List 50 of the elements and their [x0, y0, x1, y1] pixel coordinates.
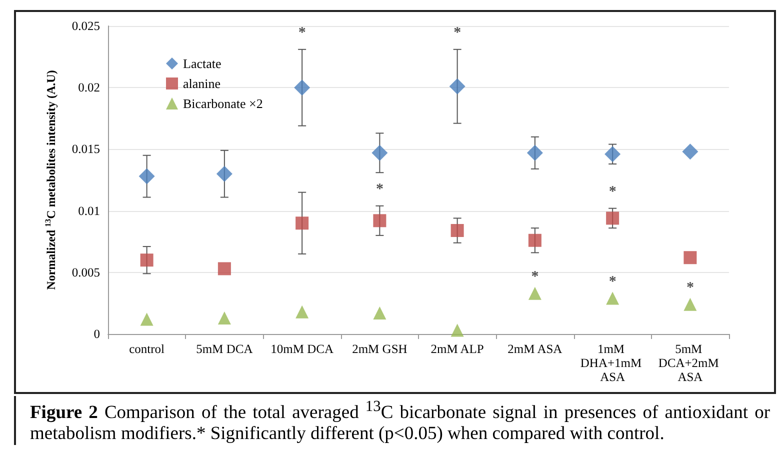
y-tick-label: 0.01: [78, 204, 100, 218]
point: [604, 146, 621, 162]
annotation: *: [376, 181, 384, 198]
point: [294, 80, 310, 96]
y-tick-label: 0.025: [72, 19, 100, 33]
x-tick-label: control: [129, 342, 166, 356]
point: [528, 234, 542, 247]
x-tick-label: 5mM DCA: [196, 342, 253, 356]
x-tick-label: 2mM ASA: [508, 342, 562, 356]
point: [218, 311, 231, 324]
point: [216, 166, 232, 182]
point: [449, 78, 466, 94]
point: [373, 306, 386, 320]
text: Figure 2 Comparison of the total averaged $^{13}$C bicarbonate signal in presences of antioxidant or metabolism modifiers.* Significantly different (p<0.05) when compared with control.: [14, 396, 776, 446]
point: [140, 312, 154, 326]
annotation: *: [608, 274, 616, 290]
point: [450, 224, 464, 238]
x-tick-label: 1mM DHA+1mM ASA: [580, 342, 645, 384]
x-tick-label: 2mM GSH: [352, 342, 408, 356]
y-tick-label: 0.015: [72, 142, 100, 156]
annotation: *: [531, 268, 539, 285]
legend-label: Bicarbonate ×2: [183, 96, 263, 111]
annotation: *: [686, 280, 694, 296]
annotation: *: [454, 24, 462, 41]
y-tick-label: 0: [94, 327, 100, 341]
point: [218, 262, 231, 276]
point: [450, 324, 464, 337]
y-tick-label: 0.005: [72, 265, 100, 280]
x-tick-label: 5mM DCA+2mM ASA: [658, 342, 722, 384]
point: [296, 216, 309, 230]
point: [606, 212, 620, 225]
y-axis-title: Normalized 13C metabolites intensity (A.U): [44, 70, 58, 290]
point: [372, 144, 388, 161]
legend-label: alanine: [183, 76, 221, 91]
legend-label: Lactate: [183, 56, 222, 71]
point: [140, 254, 154, 267]
point: [606, 292, 620, 305]
point: [138, 168, 155, 184]
annotation: *: [298, 24, 306, 41]
point: [682, 144, 698, 160]
y-tick-label: 0.02: [78, 80, 100, 95]
x-tick-label: 10mM DCA: [270, 342, 334, 356]
point: [684, 298, 697, 311]
point: [296, 305, 309, 318]
x-tick-label: 2mM ALP: [430, 342, 484, 356]
point: [526, 144, 543, 161]
point: [528, 286, 542, 300]
annotation: *: [608, 184, 616, 200]
point: [684, 251, 697, 264]
point: [373, 214, 386, 228]
